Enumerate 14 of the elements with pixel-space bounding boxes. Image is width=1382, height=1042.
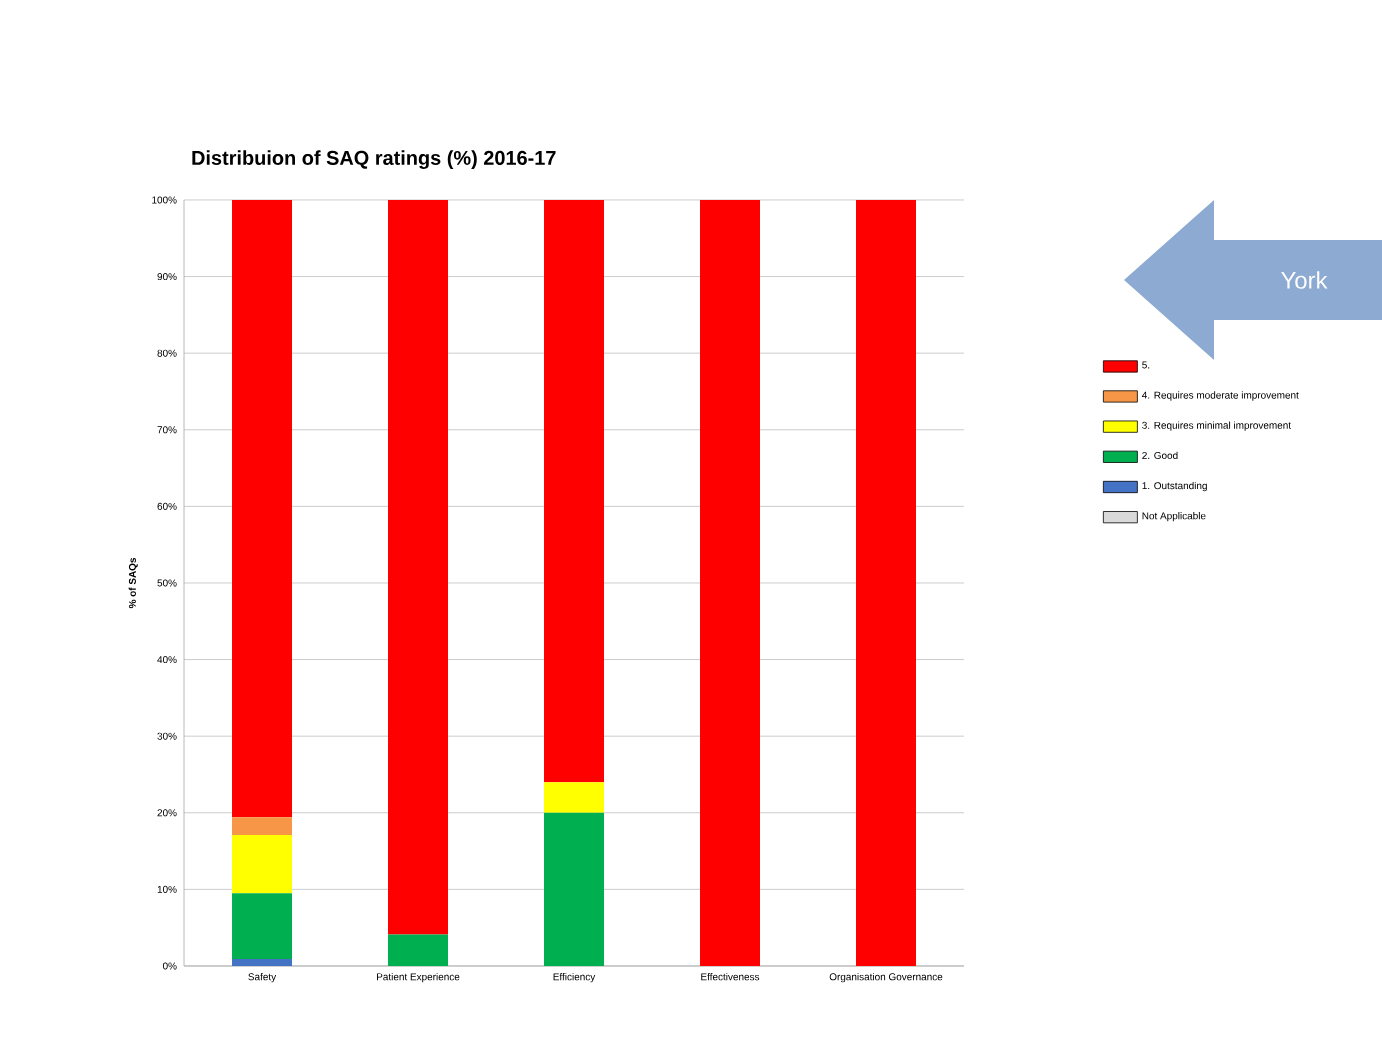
bar [544,199,605,783]
bar [388,934,449,966]
bar [232,834,293,894]
bar [700,199,761,966]
bar [232,893,293,960]
text: York [1281,271,1328,289]
bar [232,959,293,966]
bar [232,199,293,818]
bar [544,782,605,813]
bar [232,817,293,835]
bar [856,199,917,966]
bar [388,199,449,935]
bar [544,812,605,966]
chart-title: Distribuion of SAQ ratings (%) 2016-17 [192,150,556,169]
